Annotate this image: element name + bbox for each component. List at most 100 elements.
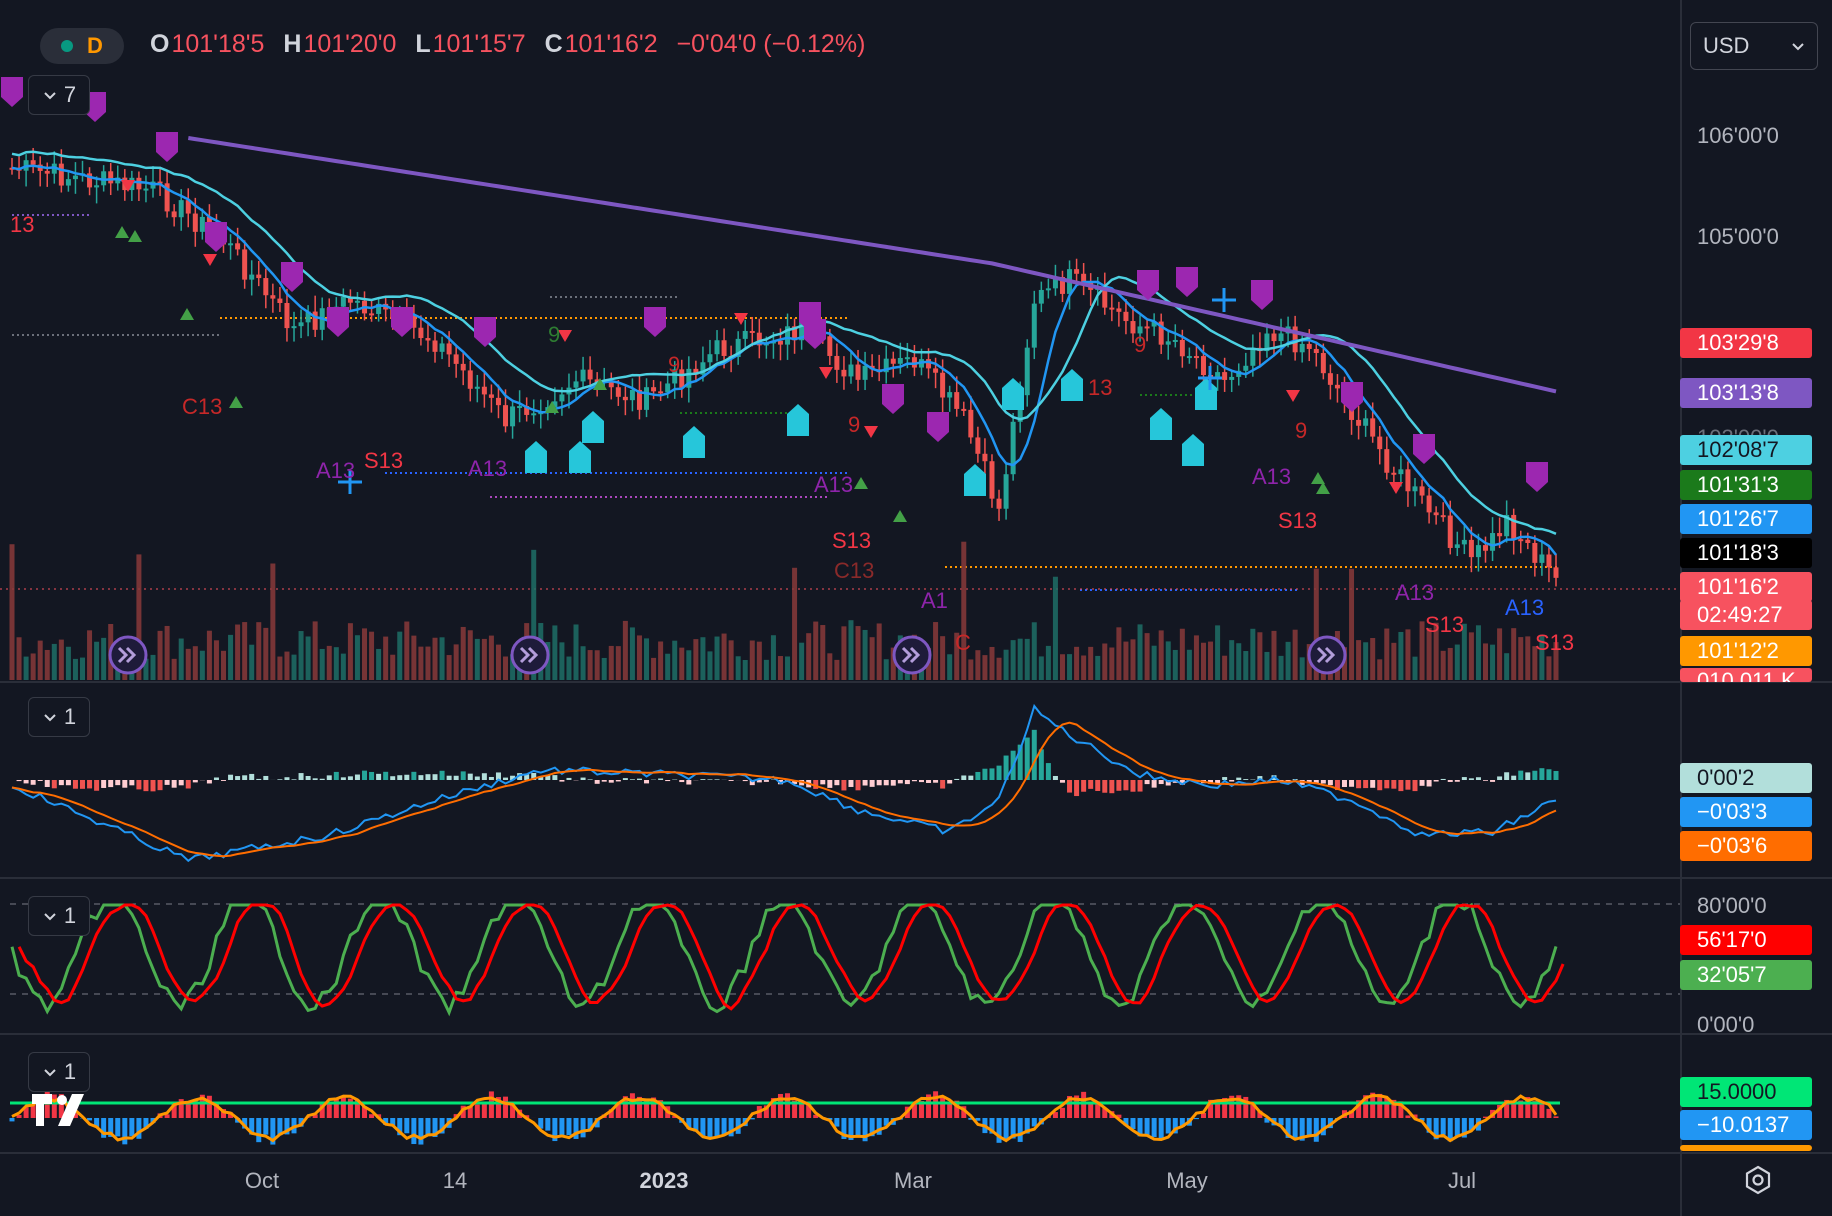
volume-bar <box>876 623 882 680</box>
osc-tag-clipped <box>1680 1145 1812 1151</box>
osc-bar <box>580 1118 586 1138</box>
macd-histogram-bar <box>644 780 650 784</box>
candle-body <box>340 296 346 307</box>
osc-bar <box>101 1118 107 1138</box>
osc-bar <box>1250 1104 1256 1118</box>
osc-bar <box>538 1118 544 1129</box>
volume-bar <box>1229 640 1235 680</box>
purple-signal-marker <box>804 319 826 349</box>
candle-body <box>1031 303 1037 348</box>
ma-mid-line <box>11 150 1557 535</box>
osc-bar <box>1059 1107 1065 1118</box>
volume-bar <box>101 637 107 680</box>
volume-bar <box>686 650 692 680</box>
macd-histogram-bar <box>1363 780 1369 789</box>
volume-bar <box>164 625 170 680</box>
osc-bar <box>672 1115 678 1118</box>
volume-bar <box>1102 643 1108 680</box>
osc-bar <box>721 1118 727 1136</box>
volume-bar <box>503 656 509 680</box>
osc-bar <box>115 1118 121 1137</box>
pane-divider-2[interactable] <box>0 877 1832 879</box>
symbol-badge[interactable]: D <box>40 28 124 64</box>
osc-bar <box>284 1118 290 1135</box>
volume-bar <box>1236 643 1242 680</box>
pane-divider-1[interactable] <box>0 681 1832 683</box>
candle-body <box>897 357 903 364</box>
macd-histogram-bar <box>1320 780 1326 784</box>
macd-histogram-bar <box>1123 780 1129 791</box>
candle-body <box>1391 472 1397 475</box>
osc-bar <box>108 1118 114 1137</box>
up-triangle <box>229 396 243 408</box>
macd-histogram-bar <box>876 780 882 786</box>
signal-line <box>11 721 1557 858</box>
osc-bar <box>418 1118 424 1145</box>
candle-body <box>1313 348 1319 354</box>
volume-bar <box>615 646 621 680</box>
volume-bar <box>1031 622 1037 680</box>
osc-bar <box>1546 1108 1552 1118</box>
tradingview-logo-icon[interactable] <box>30 1088 96 1128</box>
candle-body <box>1454 544 1460 548</box>
volume-bar <box>143 658 149 680</box>
macd-histogram-bar <box>1102 780 1108 793</box>
volume-bar <box>601 657 607 680</box>
candle-body <box>961 408 967 411</box>
osc-bar <box>369 1114 375 1118</box>
purple-signal-marker <box>1251 280 1273 310</box>
macd-histogram-bar <box>291 779 297 780</box>
stoch-pane-toggle[interactable]: 1 <box>28 896 90 936</box>
osc-bar <box>206 1095 212 1118</box>
volume-bar <box>481 638 487 680</box>
osc-bar <box>44 1091 50 1118</box>
volume-bar <box>23 656 29 680</box>
osc-pane-toggle[interactable]: 1 <box>28 1052 90 1092</box>
volume-bar <box>1024 638 1030 680</box>
volume-bar <box>792 567 798 680</box>
osc-bar <box>1081 1091 1087 1118</box>
purple-signal-marker <box>1526 462 1548 492</box>
osc-bar <box>1137 1118 1143 1137</box>
volume-bar <box>1497 628 1503 680</box>
macd-histogram-bar <box>122 780 128 788</box>
candle-body <box>1327 373 1333 385</box>
macd-pane <box>11 703 1559 863</box>
volume-bar <box>1109 647 1115 680</box>
volume-bar <box>728 640 734 680</box>
pane-divider-3[interactable] <box>0 1033 1832 1035</box>
currency-select[interactable]: USD <box>1690 22 1818 70</box>
osc-bar <box>615 1103 621 1118</box>
osc-bar <box>714 1118 720 1138</box>
macd-histogram-bar <box>1504 772 1510 780</box>
macd-histogram-bar <box>587 779 593 780</box>
candle-body <box>136 177 142 190</box>
candle-body <box>792 326 798 341</box>
chevron-down-icon <box>44 1069 56 1077</box>
macd-histogram-bar <box>369 771 375 780</box>
volume-bar <box>333 647 339 680</box>
volume-bar <box>658 641 664 680</box>
volume-bar <box>263 627 269 680</box>
cyan-signal-marker <box>582 411 604 443</box>
macd-histogram-bar <box>136 780 142 790</box>
time-label: 14 <box>442 1168 468 1193</box>
candle-body <box>1475 545 1481 558</box>
volume-bar <box>636 635 642 680</box>
macd-histogram-bar <box>1532 770 1538 780</box>
osc-bar <box>256 1118 262 1143</box>
macd-histogram-bar <box>411 771 417 780</box>
main-indicators-toggle[interactable]: 7 <box>28 75 90 115</box>
osc-bar <box>996 1118 1002 1143</box>
gear-icon[interactable] <box>1742 1164 1774 1196</box>
macd-histogram-bar <box>305 775 311 780</box>
volume-bar <box>848 620 854 680</box>
down-triangle <box>734 313 748 325</box>
osc-bar <box>658 1100 664 1118</box>
macd-pane-toggle[interactable]: 1 <box>28 697 90 737</box>
osc-bar <box>1172 1118 1178 1134</box>
candle-body <box>1137 326 1143 334</box>
osc-bar <box>1200 1112 1206 1118</box>
purple-signal-marker <box>644 307 666 337</box>
